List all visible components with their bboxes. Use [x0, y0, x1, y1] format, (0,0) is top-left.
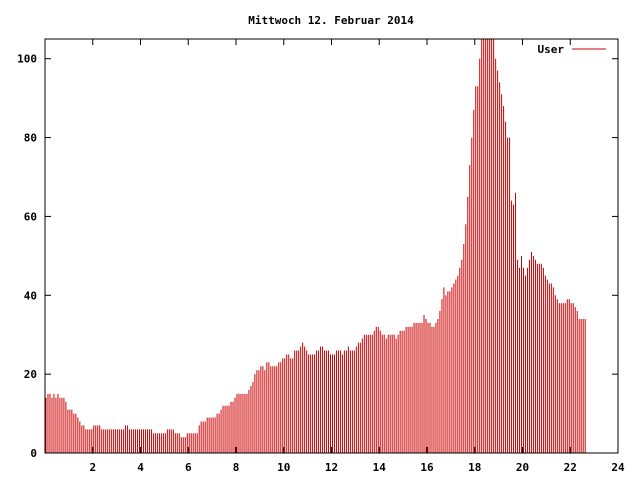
plot-frame	[44, 38, 619, 454]
y-tick-label: 80	[24, 132, 37, 145]
x-tick-label: 24	[611, 461, 625, 474]
x-tick-label: 8	[233, 461, 240, 474]
y-tick-label: 20	[24, 368, 37, 381]
x-tick-label: 22	[564, 461, 577, 474]
legend: User	[538, 43, 606, 56]
x-tick-label: 2	[89, 461, 96, 474]
y-tick-label: 40	[24, 289, 37, 302]
x-tick-label: 12	[325, 461, 338, 474]
legend-label: User	[538, 43, 565, 56]
x-tick-labels: 2 4 6 8 10 12 14 16 18 20 22 24	[89, 461, 625, 474]
x-tick-label: 20	[516, 461, 529, 474]
x-tick-label: 14	[373, 461, 387, 474]
x-tick-label: 4	[137, 461, 144, 474]
y-tick-label: 0	[30, 447, 37, 460]
x-tick-label: 16	[420, 461, 434, 474]
x-tick-label: 10	[277, 461, 290, 474]
y-tick-labels: 0 20 40 60 80 100	[17, 53, 37, 460]
chart-title: Mittwoch 12. Februar 2014	[248, 14, 414, 27]
x-tick-label: 6	[185, 461, 192, 474]
y-tick-label: 60	[24, 210, 37, 223]
axis-ticks	[45, 39, 619, 454]
x-tick-label: 18	[468, 461, 481, 474]
y-tick-label: 100	[17, 53, 37, 66]
data-bars	[45, 39, 586, 453]
